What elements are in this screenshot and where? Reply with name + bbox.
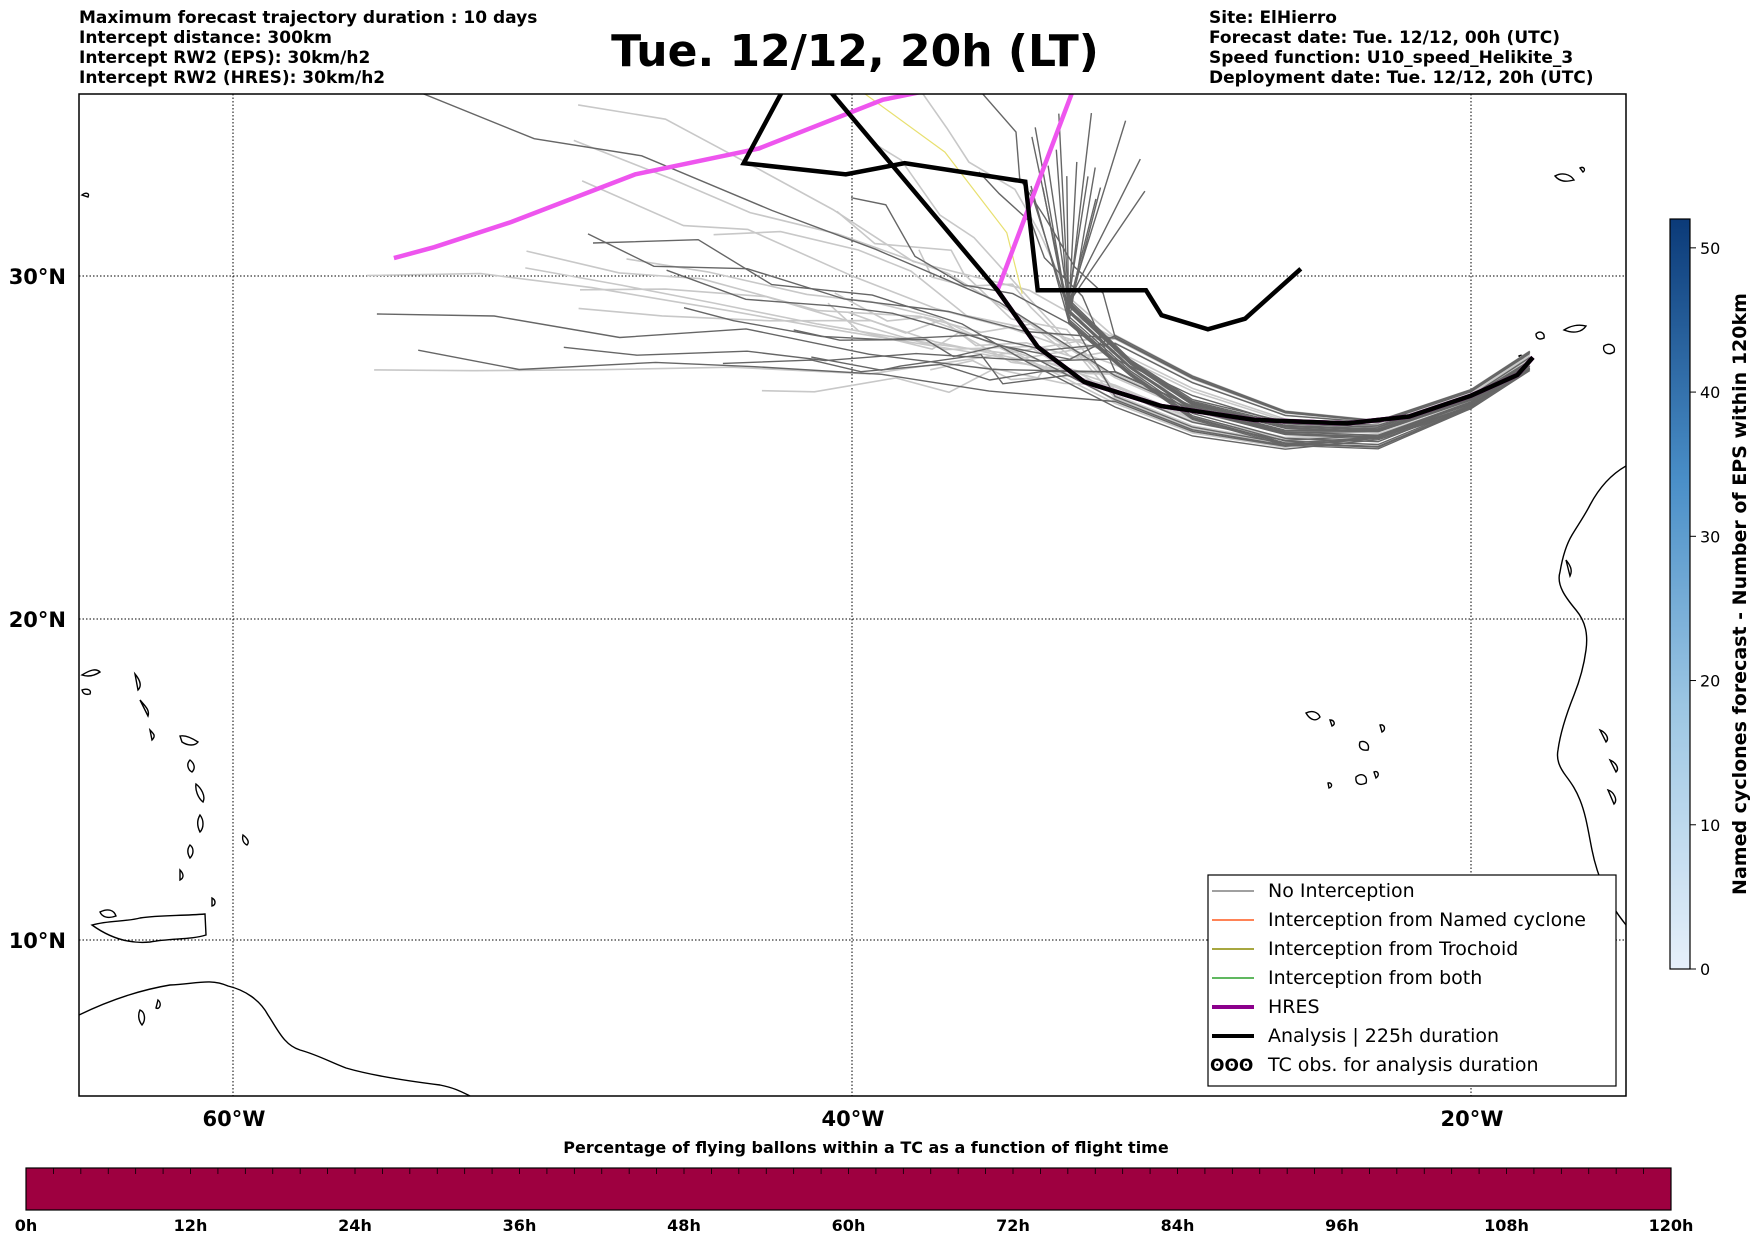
colorbar-bottom-tick-label: 36h <box>503 1216 537 1235</box>
colorbar-bottom-fill <box>25 1167 1672 1211</box>
eps-tracks-no-interception <box>376 94 1531 450</box>
eps-track-trochoid <box>864 94 1023 295</box>
eps-track <box>418 349 1531 448</box>
legend-item: Interception from Trochoid <box>1212 938 1518 960</box>
legend-label: Interception from both <box>1268 967 1482 989</box>
eps-track <box>1067 190 1531 430</box>
page-title: Tue. 12/12, 20h (LT) <box>611 26 1099 77</box>
trinidad-islands <box>137 998 161 1027</box>
lon-label-20w: 20°W <box>1441 1107 1504 1131</box>
legend-item: ʘʘʘ TC obs. for analysis duration <box>1210 1054 1539 1076</box>
puerto-rico-island <box>99 909 117 919</box>
colorbar-bottom-tick-label: 24h <box>338 1216 372 1235</box>
legend: No Interception Interception from Named c… <box>1207 874 1617 1087</box>
map-frame <box>78 93 1627 1097</box>
intercept-hres-text: Intercept RW2 (HRES): 30km/h2 <box>79 68 386 88</box>
bahamas-islands <box>80 669 102 696</box>
colorbar-bottom-tick-label: 0h <box>15 1216 38 1235</box>
colorbar-flight-time: Percentage of flying ballons within a TC… <box>15 1138 1694 1235</box>
lesser-antilles <box>179 735 205 882</box>
lat-label-20n: 20°N <box>9 608 66 632</box>
eps-track <box>1067 167 1531 450</box>
cape-verde-islands <box>1305 710 1386 789</box>
speed-function-text: Speed function: U10_speed_Helikite_3 <box>1209 48 1574 68</box>
legend-label: TC obs. for analysis duration <box>1267 1054 1539 1076</box>
eps-track <box>1034 127 1531 443</box>
africa-details <box>1565 559 1619 806</box>
colorbar-right-tick-label: 20 <box>1700 672 1720 691</box>
legend-item: Interception from both <box>1212 967 1482 989</box>
colorbar-right-tick-label: 50 <box>1700 239 1720 258</box>
colorbar-right-tick-label: 30 <box>1700 527 1720 546</box>
max-duration-text: Maximum forecast trajectory duration : 1… <box>79 8 538 28</box>
colorbar-bottom-tick-label: 12h <box>174 1216 208 1235</box>
longitude-labels: 60°W 40°W 20°W <box>203 1107 1504 1131</box>
intercept-eps-text: Intercept RW2 (EPS): 30km/h2 <box>79 48 371 68</box>
colorbar-bottom-tick-label: 96h <box>1325 1216 1359 1235</box>
intercept-distance-text: Intercept distance: 300km <box>79 28 332 48</box>
bermuda-island <box>80 192 90 198</box>
lat-label-10n: 10°N <box>9 929 66 953</box>
legend-item: Analysis | 225h duration <box>1212 1025 1499 1047</box>
madeira-islands <box>1553 166 1586 182</box>
eps-track <box>592 238 1531 450</box>
lesser-islands-north <box>133 671 155 742</box>
coastlines <box>79 166 1626 1096</box>
cyclone-icons: ʘʘʘ <box>1210 1056 1253 1076</box>
legend-label: Analysis | 225h duration <box>1268 1025 1499 1047</box>
small-islands <box>211 833 249 907</box>
eps-track <box>1030 185 1531 448</box>
legend-box <box>1207 874 1617 1087</box>
canary-islands <box>1517 324 1616 361</box>
colorbar-bottom-tick-label: 60h <box>832 1216 866 1235</box>
colorbar-bottom-title: Percentage of flying ballons within a TC… <box>563 1138 1169 1157</box>
legend-label: HRES <box>1268 996 1320 1018</box>
colorbar-bottom-tick-label: 108h <box>1484 1216 1529 1235</box>
legend-item: HRES <box>1212 996 1320 1018</box>
lon-label-40w: 40°W <box>822 1107 885 1131</box>
eps-track <box>1029 189 1531 439</box>
forecast-date-text: Forecast date: Tue. 12/12, 00h (UTC) <box>1209 28 1560 48</box>
colorbar-bottom-tick-label: 72h <box>996 1216 1030 1235</box>
colorbar-right-tick-label: 10 <box>1700 816 1720 835</box>
header-right-info: Site: ElHierro Forecast date: Tue. 12/12… <box>1209 8 1594 88</box>
colorbar-bottom-tick-label: 48h <box>667 1216 701 1235</box>
legend-item: No Interception <box>1212 880 1415 902</box>
eps-tracks-trochoid <box>864 94 1023 295</box>
colorbar-right-tick-label: 0 <box>1700 960 1710 979</box>
africa-coast <box>1556 465 1626 926</box>
colorbar-right-gradient <box>1669 218 1691 970</box>
legend-label: No Interception <box>1268 880 1415 902</box>
header-left-info: Maximum forecast trajectory duration : 1… <box>79 8 537 88</box>
legend-label: Interception from Trochoid <box>1268 938 1518 960</box>
site-text: Site: ElHierro <box>1209 8 1337 28</box>
hispaniola-island <box>90 913 207 944</box>
deployment-date-text: Deployment date: Tue. 12/12, 20h (UTC) <box>1209 68 1594 88</box>
south-america-coast <box>79 981 471 1096</box>
eps-track <box>793 329 1531 422</box>
eps-track <box>1042 187 1531 446</box>
colorbar-bottom-tick-label: 120h <box>1649 1216 1694 1235</box>
colorbar-named-cyclones: 0 10 20 30 40 50 Named cyclones forecast - Nu… <box>1669 218 1751 979</box>
lon-label-60w: 60°W <box>203 1107 266 1131</box>
analysis-track <box>740 94 1535 426</box>
colorbar-right-tick-label: 40 <box>1700 383 1720 402</box>
lat-label-30n: 30°N <box>9 265 66 289</box>
legend-item: Interception from Named cyclone <box>1212 909 1586 931</box>
colorbar-right-label: Named cyclones forecast - Number of EPS … <box>1729 293 1751 895</box>
legend-label: Interception from Named cyclone <box>1268 909 1586 931</box>
colorbar-bottom-tick-label: 84h <box>1161 1216 1195 1235</box>
eps-track <box>1058 113 1531 437</box>
latitude-labels: 30°N 20°N 10°N <box>9 265 66 953</box>
